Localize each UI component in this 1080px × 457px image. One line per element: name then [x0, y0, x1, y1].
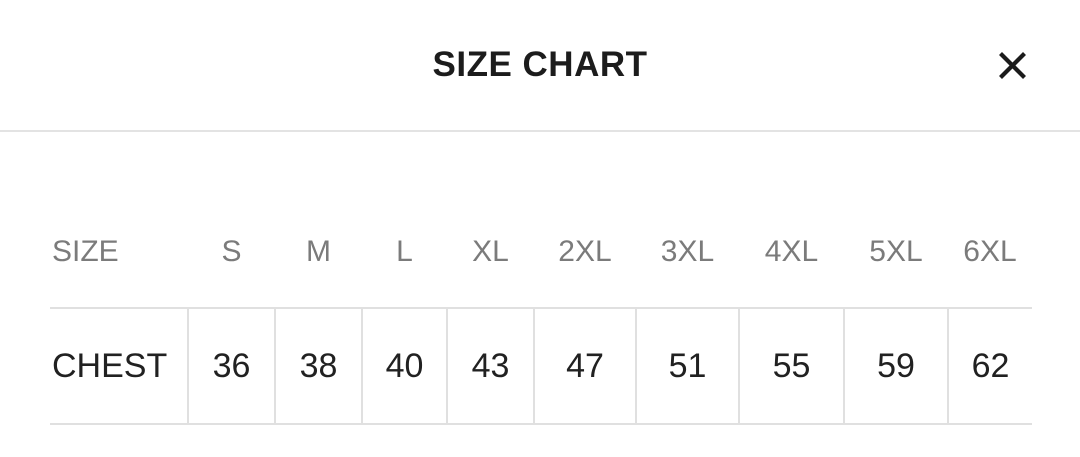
chest-row-label: CHEST — [50, 307, 188, 425]
modal-title: SIZE CHART — [432, 45, 648, 84]
chest-value-5xl: 59 — [843, 307, 948, 425]
header-cell-5xl: 5XL — [869, 235, 923, 268]
chest-value-6xl: 62 — [947, 307, 1032, 425]
chest-value-3xl: 51 — [635, 307, 739, 425]
size-chart-table: SIZE S M L XL 2XL 3XL 4XL 5XL 6XL CHEST … — [50, 132, 1032, 425]
header-cell-3xl: 3XL — [660, 235, 715, 268]
header-cell-l: L — [396, 235, 413, 268]
modal-header: SIZE CHART — [0, 0, 1080, 132]
header-cell-m: M — [306, 235, 331, 268]
size-chart-body: SIZE S M L XL 2XL 3XL 4XL 5XL 6XL CHEST … — [0, 132, 1080, 425]
chest-row: CHEST 36 38 40 43 47 51 55 59 62 — [50, 307, 1032, 425]
header-cell-xl: XL — [472, 235, 509, 268]
chest-value-xl: 43 — [446, 307, 534, 425]
header-cell-2xl: 2XL — [558, 235, 612, 268]
chest-value-m: 38 — [274, 307, 362, 425]
header-cell-size: SIZE — [52, 235, 119, 268]
size-header-row: SIZE S M L XL 2XL 3XL 4XL 5XL 6XL — [50, 132, 1032, 308]
header-cell-s: S — [221, 235, 242, 268]
chest-value-4xl: 55 — [738, 307, 844, 425]
chest-value-l: 40 — [361, 307, 447, 425]
header-cell-6xl: 6XL — [963, 235, 1017, 268]
chest-value-s: 36 — [187, 307, 275, 425]
close-icon — [994, 47, 1031, 84]
chest-value-2xl: 47 — [533, 307, 636, 425]
close-button[interactable] — [990, 43, 1034, 87]
header-cell-4xl: 4XL — [764, 235, 819, 268]
